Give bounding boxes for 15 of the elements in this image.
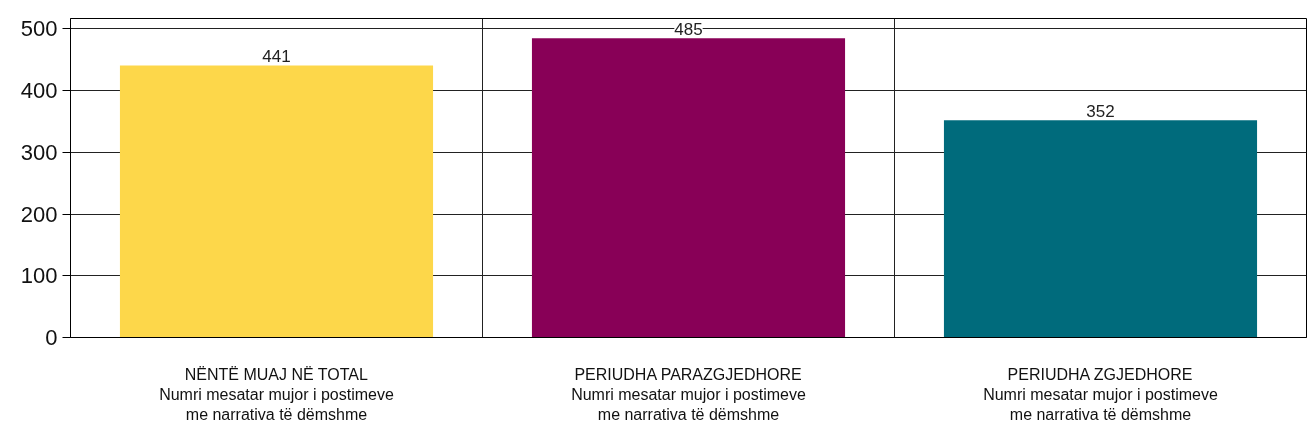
bar <box>531 38 846 338</box>
y-tick-label: 300 <box>20 139 58 165</box>
data-label: 352 <box>1086 102 1115 122</box>
bar <box>943 120 1258 338</box>
x-tick-label: PERIUDHA PARAZGJEDHORE Numri mesatar mujor i postimeve me narrativa të dëmshme <box>571 365 806 424</box>
data-label: 441 <box>262 47 291 67</box>
y-tick-label: 0 <box>45 325 58 350</box>
y-tick-label: 200 <box>20 201 58 227</box>
x-tick-label: NËNTË MUAJ NË TOTAL Numri mesatar mujor i postimeve me narrativa të dëmshme <box>159 365 394 424</box>
y-tick-label: 500 <box>20 16 58 42</box>
y-tick-label: 100 <box>20 263 58 289</box>
x-tick-label: PERIUDHA ZGJEDHORE Numri mesatar mujor i postimeve me narrativa të dëmshme <box>983 365 1218 424</box>
bar <box>119 65 434 338</box>
data-label: 485 <box>674 20 703 40</box>
y-tick-label: 400 <box>20 78 58 104</box>
